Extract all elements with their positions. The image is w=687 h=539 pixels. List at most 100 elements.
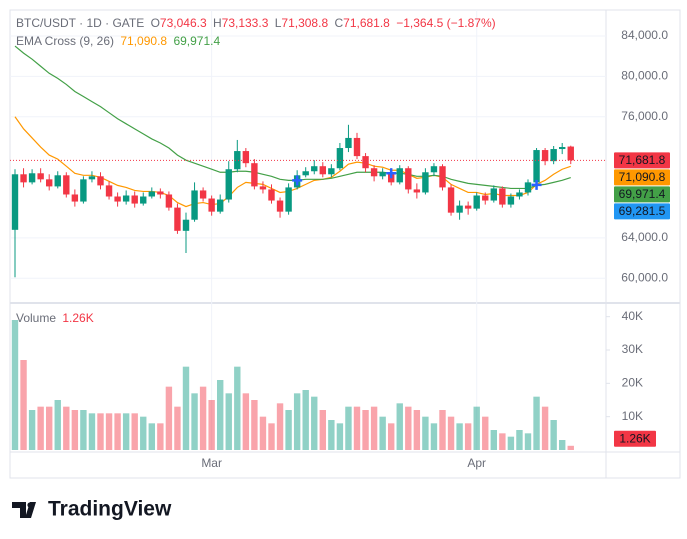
volume-bar [54, 400, 61, 450]
ohlc-key: C [334, 16, 343, 30]
candle-body [464, 205, 472, 209]
candle-body [336, 148, 344, 169]
x-tick-label: Apr [467, 456, 486, 470]
candle-body [370, 168, 378, 177]
price-tag-label: 69,971.4 [619, 187, 666, 201]
volume-bar [559, 440, 566, 450]
volume-bar [105, 413, 113, 450]
candle-body [490, 188, 497, 201]
volume-bar [456, 423, 463, 450]
candle-body [473, 195, 480, 209]
header-line: BTC/USDT · 1D · GATE O73,046.3 H73,133.3… [16, 16, 496, 30]
volume-bar [11, 320, 19, 450]
volume-bar [328, 420, 335, 450]
candle-body [208, 198, 215, 212]
candle-body [20, 174, 27, 183]
ohlc-value: 73,046.3 [160, 16, 207, 30]
volume-bar [473, 406, 480, 450]
candle-body [379, 172, 386, 177]
candle-body [319, 166, 326, 175]
volume-bar [550, 420, 557, 450]
candle-body [80, 179, 87, 202]
chart-frame [9, 9, 681, 479]
price-tag-label: 71,681.8 [619, 153, 666, 167]
candle-body [63, 175, 70, 195]
cross-marker [531, 179, 542, 190]
candle-body [362, 156, 369, 169]
volume-bar [345, 406, 352, 450]
indicator-value: 69,971.4 [173, 34, 220, 48]
candle-body [447, 187, 455, 213]
candle-body [71, 194, 79, 202]
volume-bar [422, 416, 429, 450]
volume-bar [242, 393, 250, 450]
candle-body [88, 176, 96, 180]
candle-body [507, 196, 515, 205]
volume-bar [490, 430, 497, 450]
volume-bar [71, 410, 79, 450]
candle-body [268, 189, 275, 201]
volume-bar [225, 393, 232, 450]
candle-body [54, 175, 61, 187]
volume-bar [302, 390, 309, 450]
volume-bar [20, 360, 27, 450]
candle-body [567, 146, 574, 161]
volume-bar [405, 406, 412, 450]
plot-layer: 60,000.0 64,000.0 76,000.0 80,000.0 84,000.0… [10, 10, 670, 470]
candle-body [11, 174, 19, 230]
volume-bar [413, 410, 421, 450]
candle-body [46, 179, 53, 187]
volume-bar [362, 410, 369, 450]
volume-bar [396, 403, 403, 450]
volume-bar [148, 423, 155, 450]
volume-bar [259, 416, 267, 450]
volume-bar [567, 445, 574, 450]
volume-bar [37, 406, 44, 450]
candle-body [302, 171, 309, 176]
volume-bar [336, 423, 344, 450]
candle-body [259, 186, 267, 190]
volume-bar [293, 393, 301, 450]
ohlc-value: 71,308.8 [281, 16, 328, 30]
y-tick-label: 80,000.0 [621, 69, 668, 83]
cross-marker [292, 175, 303, 186]
candle-body [430, 166, 438, 173]
y-tick-label: 64,000.0 [621, 230, 668, 244]
volume-bar [311, 396, 318, 450]
volume-bar [80, 410, 87, 450]
candle-body [148, 191, 155, 197]
volume-bar [234, 366, 241, 450]
volume-bar [524, 433, 532, 450]
volume-bar [353, 406, 361, 450]
candle-body [405, 168, 412, 190]
volume-bar [46, 406, 53, 450]
volume-bar [114, 413, 121, 450]
y-tick-label: 60,000.0 [621, 270, 668, 284]
price-tag [614, 203, 670, 220]
candle-body [191, 190, 198, 220]
volume-value: 1.26K [62, 311, 93, 325]
candle-body [234, 151, 241, 170]
candle-body [541, 150, 549, 162]
candle-body [199, 190, 207, 199]
volume-bar [379, 416, 386, 450]
candle-body [140, 196, 147, 204]
candle-body [165, 194, 173, 208]
volume-bar [499, 433, 506, 450]
logo-dot [27, 502, 33, 508]
candle-body [345, 137, 352, 149]
candle-body [559, 147, 566, 150]
volume-tick-label: 40K [622, 309, 643, 323]
volume-tick-label: 10K [622, 409, 643, 423]
ema-line [14, 116, 571, 208]
logo-text: TradingView [48, 498, 172, 521]
price-tag-label: 69,281.5 [619, 204, 666, 218]
candle-body [456, 205, 463, 213]
volume-bar [430, 423, 438, 450]
volume-bar [507, 436, 515, 450]
candle-body [353, 137, 361, 157]
candle-body [533, 150, 540, 183]
candle-body [174, 207, 181, 231]
volume-bar [182, 366, 190, 450]
